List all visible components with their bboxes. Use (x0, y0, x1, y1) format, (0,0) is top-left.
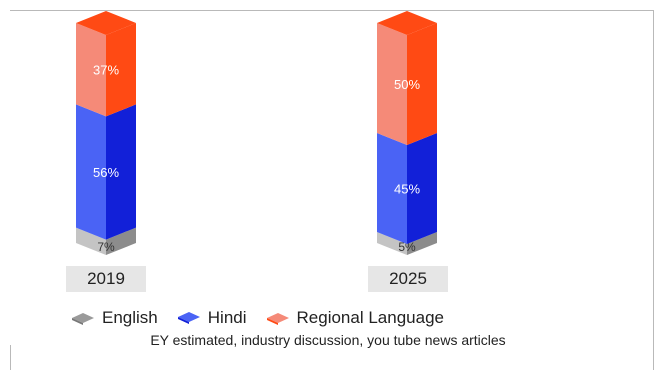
bar-2019-hindi-right (106, 104, 136, 240)
legend-label-hindi: Hindi (207, 308, 247, 327)
source-note: EY estimated, industry discussion, you t… (150, 332, 506, 348)
data-label-2025-hindi: 45% (394, 182, 420, 197)
bar-2025-regional-language-right (407, 23, 437, 145)
bar-2025-top (377, 11, 437, 35)
legend-item-english: English (70, 308, 158, 328)
legend-item-regional-language: Regional Language (265, 308, 444, 328)
data-label-2019-regional-language: 37% (93, 63, 119, 78)
bar-2019-regional-language-left (76, 23, 106, 117)
bar-2019-english-left (76, 227, 106, 255)
bar-2025-hindi-left (377, 133, 407, 244)
data-label-2019-english: 7% (97, 240, 115, 254)
english-swatch-icon (72, 313, 94, 325)
bar-2019-english-right (106, 227, 136, 255)
bar-2025-regional-language-left (377, 23, 407, 145)
legend-label-english: English (102, 308, 158, 327)
bar-2019-hindi-left (76, 104, 106, 240)
regional-language-swatch-icon (266, 313, 289, 325)
bar-2019-top (76, 11, 136, 35)
hindi-swatch-icon (177, 312, 200, 324)
data-label-2025-english: 5% (398, 240, 416, 254)
category-label-2019: 2019 (66, 266, 146, 292)
legend-item-hindi: Hindi (176, 308, 247, 328)
data-label-2019-hindi: 56% (93, 165, 119, 180)
bar-2025-english-right (407, 232, 437, 255)
stacked-bar-chart: 7% 56% 37% 5% 45% 50% (76, 11, 437, 255)
frame-left-edge (10, 345, 11, 370)
data-label-2025-regional-language: 50% (394, 77, 420, 92)
legend-label-regional-language: Regional Language (296, 308, 444, 327)
chart-frame (10, 10, 654, 370)
category-label-2025: 2025 (368, 266, 448, 292)
bar-2025-hindi-right (407, 133, 437, 244)
legend: English Hindi Regional Language (70, 308, 462, 328)
bar-2025-english-left (377, 232, 407, 255)
bar-2019-regional-language-right (106, 23, 136, 117)
